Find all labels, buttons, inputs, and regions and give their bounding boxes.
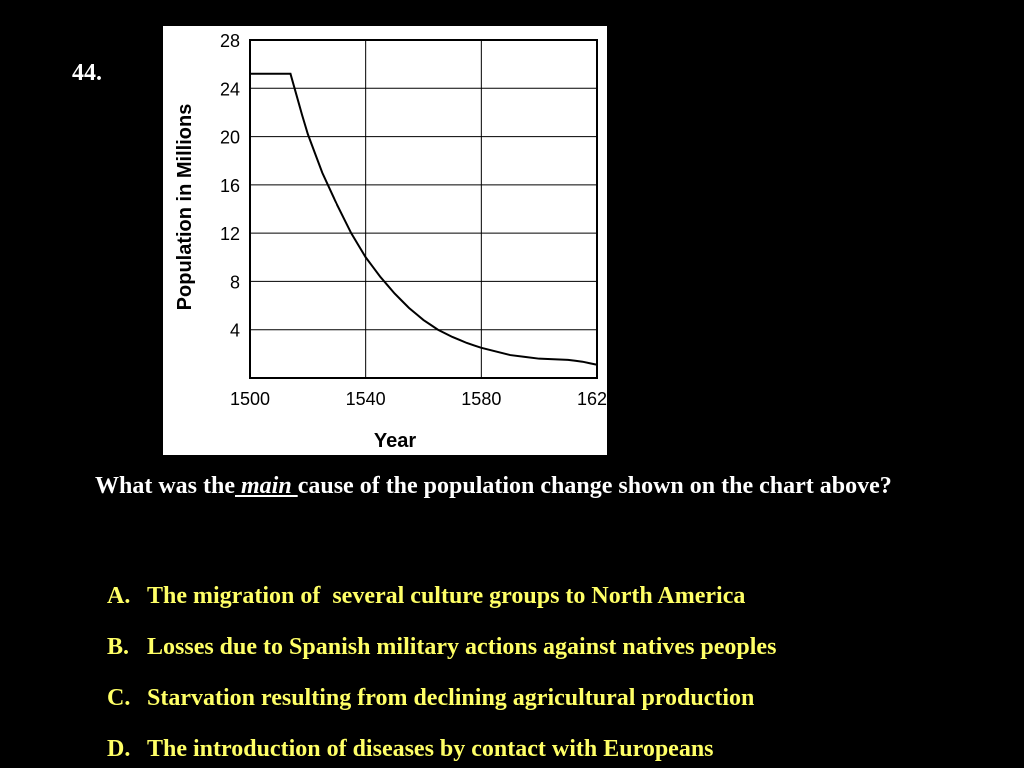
choice-d-letter: D. [107,736,131,762]
choice-a-text: The migration of several culture groups … [147,583,746,609]
choice-d[interactable]: D. The introduction of diseases by contac… [95,709,714,763]
choice-a[interactable]: A. The migration of several culture group… [95,556,745,610]
question-before: What was the [95,473,236,499]
chart-grid [250,40,597,378]
y-tick-label: 24 [220,79,240,99]
question-text: What was the main cause of the populatio… [95,470,975,502]
question-after: cause of the population change shown on … [297,473,892,499]
choice-b-text: Losses due to Spanish military actions a… [147,634,777,660]
choice-d-text: The introduction of diseases by contact … [147,736,714,762]
y-tick-label: 12 [220,224,240,244]
choice-a-letter: A. [107,583,131,609]
y-tick-label: 8 [230,272,240,292]
y-tick-label: 28 [220,31,240,51]
choice-c[interactable]: C. Starvation resulting from declining ag… [95,658,754,712]
y-tick-label: 16 [220,176,240,196]
choice-c-letter: C. [107,685,131,711]
x-axis-label: Year [374,430,416,452]
choice-b[interactable]: B. Losses due to Spanish military actions… [95,607,776,661]
chart-svg: 4812162024281500154015801620 Year Popula… [174,31,607,452]
x-tick-label: 1540 [346,389,386,409]
y-tick-label: 20 [220,128,240,148]
x-tick-label: 1500 [230,389,270,409]
y-axis-label: Population in Millions [174,104,196,311]
x-tick-label: 1580 [461,389,501,409]
series-line [250,72,598,366]
choice-b-letter: B. [107,634,130,660]
y-tick-label: 4 [230,321,240,341]
question-number: 44. [72,60,102,86]
question-emphasis: main [235,473,298,499]
choice-c-text: Starvation resulting from declining agri… [147,685,755,711]
plot-frame [249,39,598,379]
tick-labels: 4812162024281500154015801620 [220,31,607,409]
